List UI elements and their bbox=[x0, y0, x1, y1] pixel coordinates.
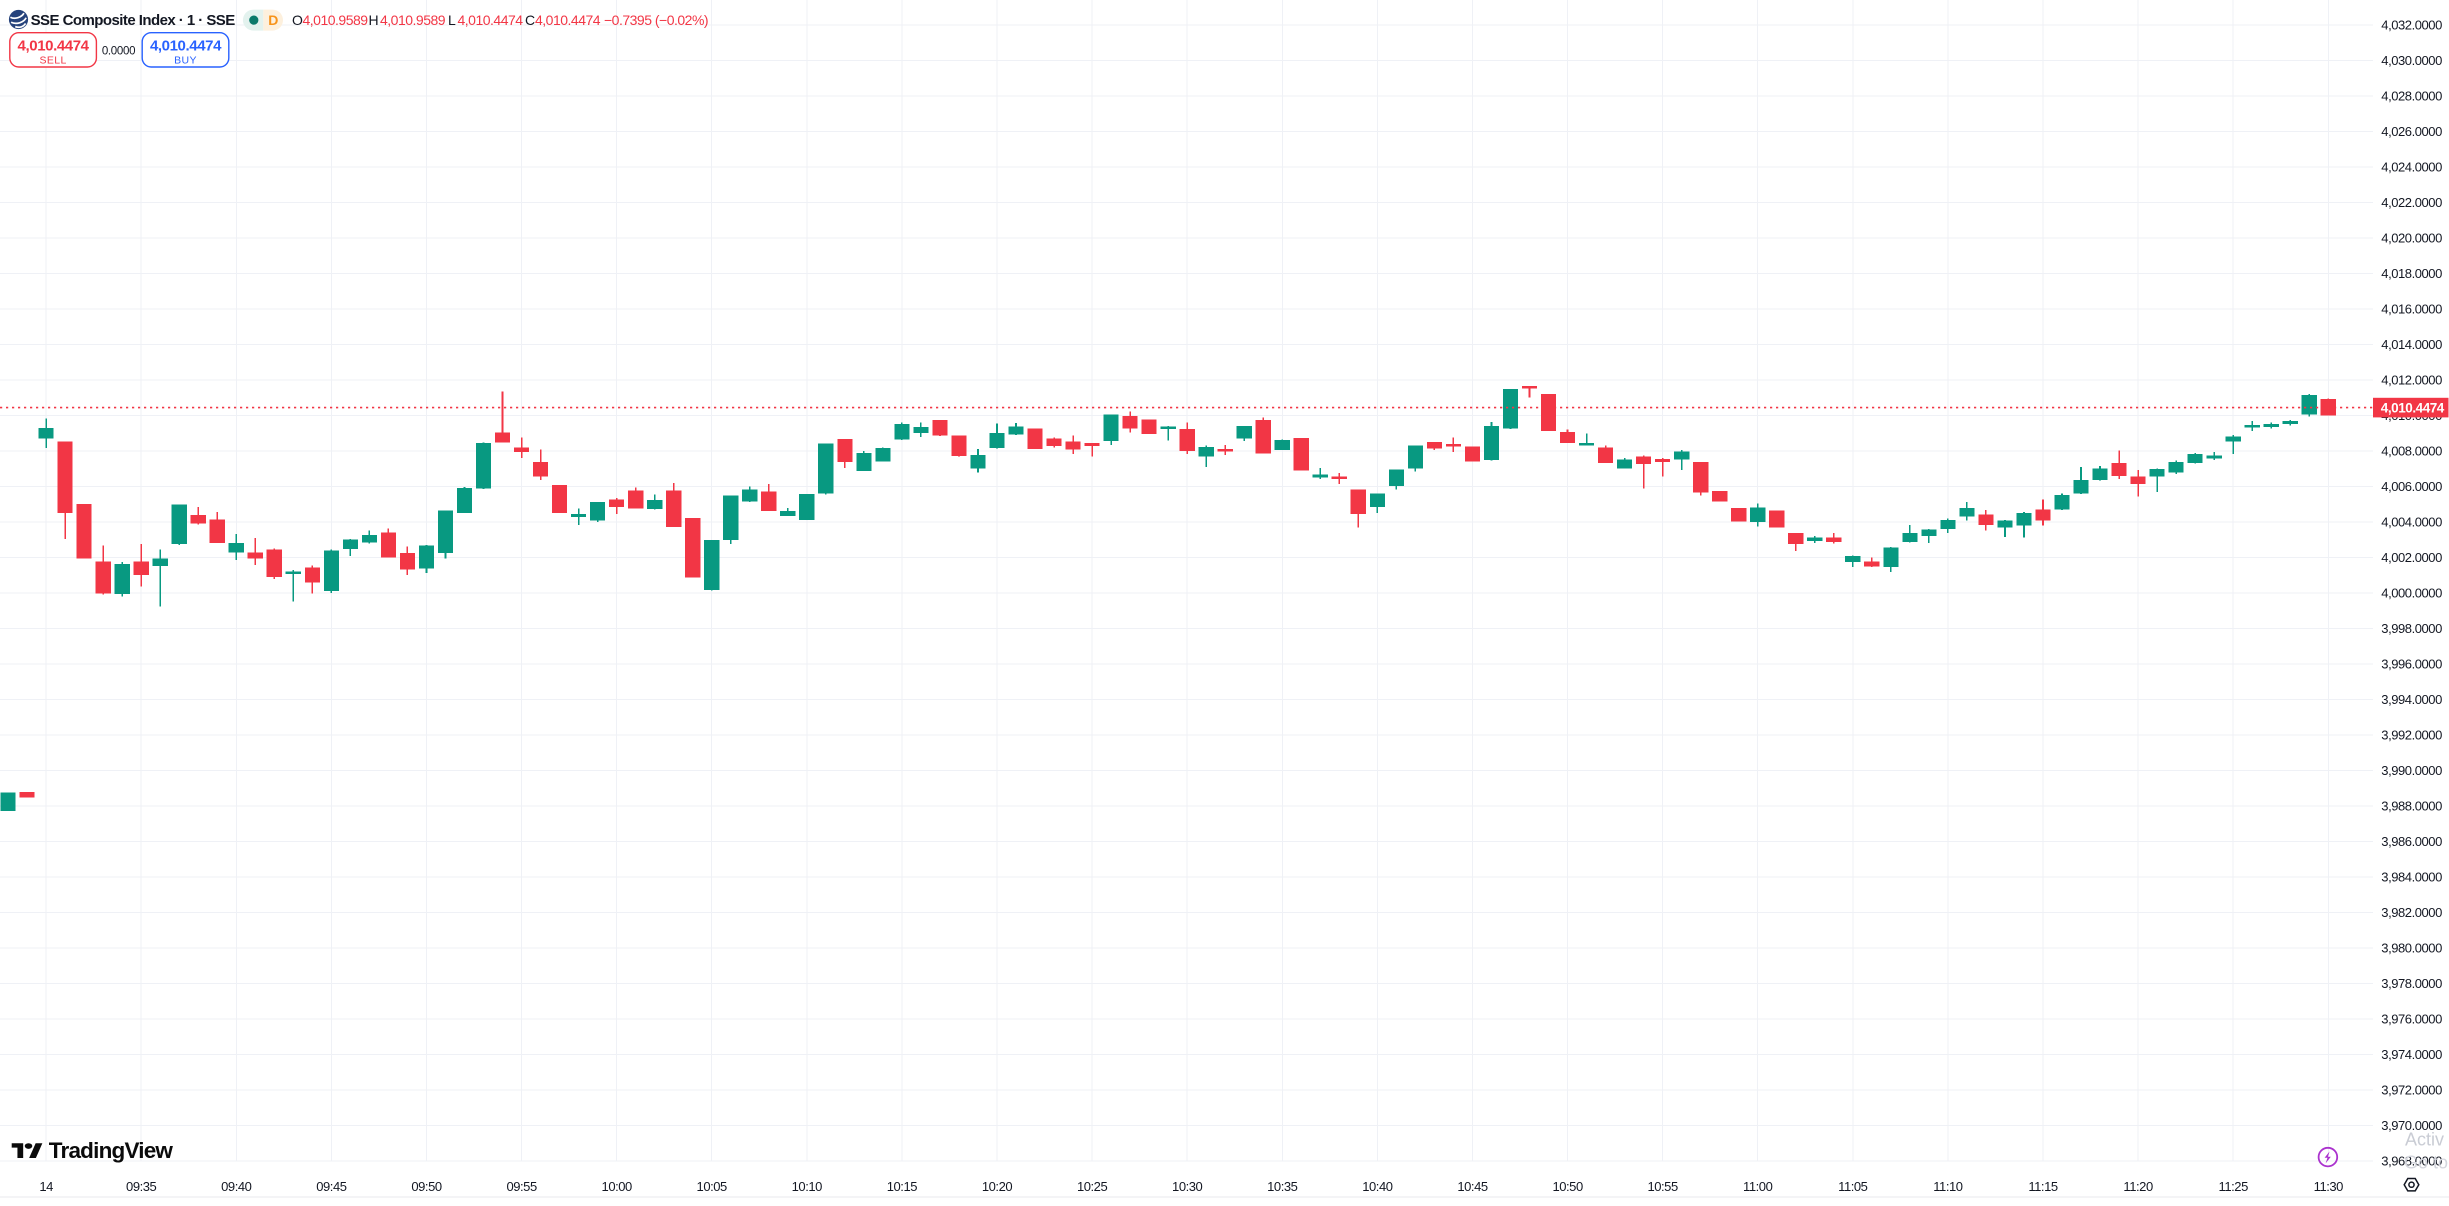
svg-text:4,006.0000: 4,006.0000 bbox=[2381, 479, 2442, 494]
svg-text:10:20: 10:20 bbox=[982, 1179, 1013, 1194]
svg-text:11:15: 11:15 bbox=[2028, 1179, 2058, 1194]
svg-text:H: H bbox=[369, 12, 379, 28]
svg-text:11:05: 11:05 bbox=[1838, 1179, 1868, 1194]
svg-text:10:15: 10:15 bbox=[887, 1179, 918, 1194]
svg-text:09:45: 09:45 bbox=[316, 1179, 347, 1194]
svg-text:3,994.0000: 3,994.0000 bbox=[2381, 692, 2442, 707]
svg-text:SSE Composite Index · 1 · SSE: SSE Composite Index · 1 · SSE bbox=[31, 12, 236, 29]
svg-text:3,986.0000: 3,986.0000 bbox=[2381, 834, 2442, 849]
svg-text:09:35: 09:35 bbox=[126, 1179, 157, 1194]
svg-text:TradingView: TradingView bbox=[49, 1138, 174, 1163]
svg-text:4,010.9589: 4,010.9589 bbox=[380, 12, 446, 28]
svg-text:14: 14 bbox=[39, 1179, 53, 1194]
svg-text:4,032.0000: 4,032.0000 bbox=[2381, 18, 2442, 33]
svg-text:09:55: 09:55 bbox=[506, 1179, 537, 1194]
svg-text:10:30: 10:30 bbox=[1172, 1179, 1203, 1194]
svg-text:3,990.0000: 3,990.0000 bbox=[2381, 763, 2442, 778]
svg-text:09:40: 09:40 bbox=[221, 1179, 252, 1194]
svg-text:3,988.0000: 3,988.0000 bbox=[2381, 799, 2442, 814]
svg-text:4,012.0000: 4,012.0000 bbox=[2381, 373, 2442, 388]
svg-text:4,010.4474: 4,010.4474 bbox=[150, 38, 222, 55]
svg-text:4,020.0000: 4,020.0000 bbox=[2381, 231, 2442, 246]
svg-text:11:20: 11:20 bbox=[2123, 1179, 2153, 1194]
svg-text:3,976.0000: 3,976.0000 bbox=[2381, 1011, 2442, 1026]
svg-text:L: L bbox=[448, 12, 456, 28]
svg-text:10:50: 10:50 bbox=[1552, 1179, 1583, 1194]
svg-text:3,972.0000: 3,972.0000 bbox=[2381, 1082, 2442, 1097]
svg-text:BUY: BUY bbox=[174, 54, 197, 66]
svg-text:C: C bbox=[525, 12, 535, 28]
svg-text:4,008.0000: 4,008.0000 bbox=[2381, 444, 2442, 459]
svg-text:0.0000: 0.0000 bbox=[102, 45, 135, 57]
svg-text:4,010.4474: 4,010.4474 bbox=[18, 38, 90, 55]
svg-text:4,016.0000: 4,016.0000 bbox=[2381, 302, 2442, 317]
svg-text:3,968.0000: 3,968.0000 bbox=[2381, 1153, 2442, 1168]
svg-text:10:00: 10:00 bbox=[602, 1179, 633, 1194]
svg-text:4,024.0000: 4,024.0000 bbox=[2381, 160, 2442, 175]
svg-text:11:30: 11:30 bbox=[2314, 1179, 2344, 1194]
svg-text:11:10: 11:10 bbox=[1933, 1179, 1963, 1194]
svg-text:4,004.0000: 4,004.0000 bbox=[2381, 515, 2442, 530]
svg-text:3,970.0000: 3,970.0000 bbox=[2381, 1118, 2442, 1133]
svg-text:3,992.0000: 3,992.0000 bbox=[2381, 728, 2442, 743]
svg-text:3,980.0000: 3,980.0000 bbox=[2381, 940, 2442, 955]
svg-text:3,984.0000: 3,984.0000 bbox=[2381, 870, 2442, 885]
svg-text:10:05: 10:05 bbox=[697, 1179, 728, 1194]
svg-text:10:55: 10:55 bbox=[1647, 1179, 1678, 1194]
svg-text:4,018.0000: 4,018.0000 bbox=[2381, 266, 2442, 281]
svg-text:4,026.0000: 4,026.0000 bbox=[2381, 124, 2442, 139]
svg-text:3,978.0000: 3,978.0000 bbox=[2381, 976, 2442, 991]
svg-text:4,014.0000: 4,014.0000 bbox=[2381, 337, 2442, 352]
svg-text:4,028.0000: 4,028.0000 bbox=[2381, 89, 2442, 104]
svg-text:4,010.4474: 4,010.4474 bbox=[2381, 400, 2445, 415]
svg-text:10:25: 10:25 bbox=[1077, 1179, 1108, 1194]
svg-text:10:45: 10:45 bbox=[1457, 1179, 1488, 1194]
svg-text:SELL: SELL bbox=[39, 54, 66, 66]
svg-text:4,030.0000: 4,030.0000 bbox=[2381, 53, 2442, 68]
svg-text:Activ: Activ bbox=[2405, 1130, 2444, 1150]
svg-text:4,010.4474: 4,010.4474 bbox=[535, 12, 601, 28]
svg-text:4,022.0000: 4,022.0000 bbox=[2381, 195, 2442, 210]
svg-text:4,000.0000: 4,000.0000 bbox=[2381, 586, 2442, 601]
svg-text:10:10: 10:10 bbox=[792, 1179, 823, 1194]
svg-text:11:00: 11:00 bbox=[1743, 1179, 1773, 1194]
svg-text:3,998.0000: 3,998.0000 bbox=[2381, 621, 2442, 636]
svg-text:−0.7395 (−0.02%): −0.7395 (−0.02%) bbox=[604, 12, 708, 28]
svg-text:4,010.9589: 4,010.9589 bbox=[303, 12, 369, 28]
svg-text:4,002.0000: 4,002.0000 bbox=[2381, 550, 2442, 565]
svg-text:3,996.0000: 3,996.0000 bbox=[2381, 657, 2442, 672]
svg-text:4,010.4474: 4,010.4474 bbox=[458, 12, 524, 28]
svg-text:3,974.0000: 3,974.0000 bbox=[2381, 1047, 2442, 1062]
svg-text:10:35: 10:35 bbox=[1267, 1179, 1298, 1194]
svg-text:09:50: 09:50 bbox=[411, 1179, 442, 1194]
svg-text:O: O bbox=[292, 12, 303, 28]
svg-text:11:25: 11:25 bbox=[2219, 1179, 2249, 1194]
svg-text:3,982.0000: 3,982.0000 bbox=[2381, 905, 2442, 920]
svg-text:10:40: 10:40 bbox=[1362, 1179, 1393, 1194]
svg-text:Go to S: Go to S bbox=[2404, 1153, 2449, 1173]
svg-text:D: D bbox=[268, 12, 278, 28]
